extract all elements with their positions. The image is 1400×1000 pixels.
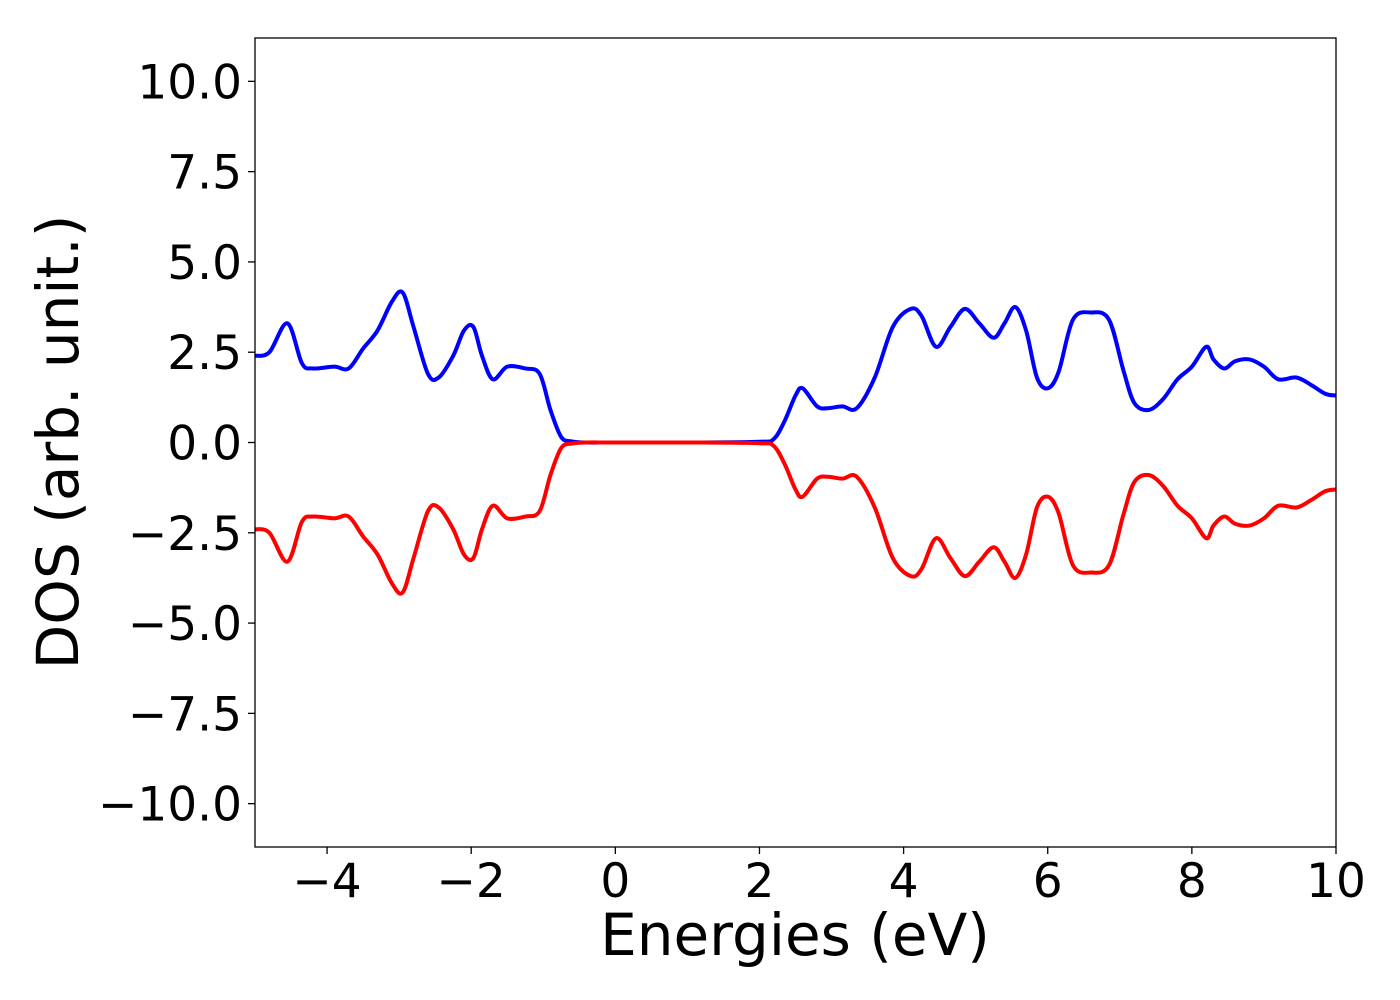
x-axis-title: Energies (eV)	[600, 901, 990, 969]
y-tick-label: −5.0	[128, 597, 242, 652]
x-tick-label: 2	[745, 854, 775, 909]
x-tick-label: 8	[1177, 854, 1207, 909]
y-tick-label: −7.5	[128, 687, 242, 742]
x-tick-label: −2	[437, 854, 506, 909]
x-axis-ticks: −4 −2 0 2 4 6 8 10	[292, 847, 1366, 909]
y-tick-label: 7.5	[167, 146, 242, 201]
y-tick-label: 0.0	[167, 417, 242, 472]
dos-series-line-positive	[255, 289, 1336, 445]
series-layer	[255, 289, 1336, 596]
x-tick-label: 10	[1306, 854, 1366, 909]
y-tick-label: 2.5	[167, 326, 242, 381]
y-tick-label: −2.5	[128, 507, 242, 562]
x-tick-label: −4	[292, 854, 361, 909]
plot-background	[255, 38, 1336, 847]
y-axis-title: DOS (arb. unit.)	[24, 215, 92, 670]
y-tick-label: −10.0	[98, 778, 242, 833]
x-tick-label: 6	[1033, 854, 1063, 909]
y-tick-label: 5.0	[167, 236, 242, 291]
dos-series-line-negative	[255, 440, 1336, 596]
y-axis-ticks: 10.0 7.5 5.0 2.5 0.0 −2.5 −5.0 −7.5 −10.0	[98, 55, 255, 833]
x-tick-label: 0	[600, 854, 630, 909]
y-tick-label: 10.0	[137, 55, 242, 110]
x-tick-label: 4	[889, 854, 919, 909]
